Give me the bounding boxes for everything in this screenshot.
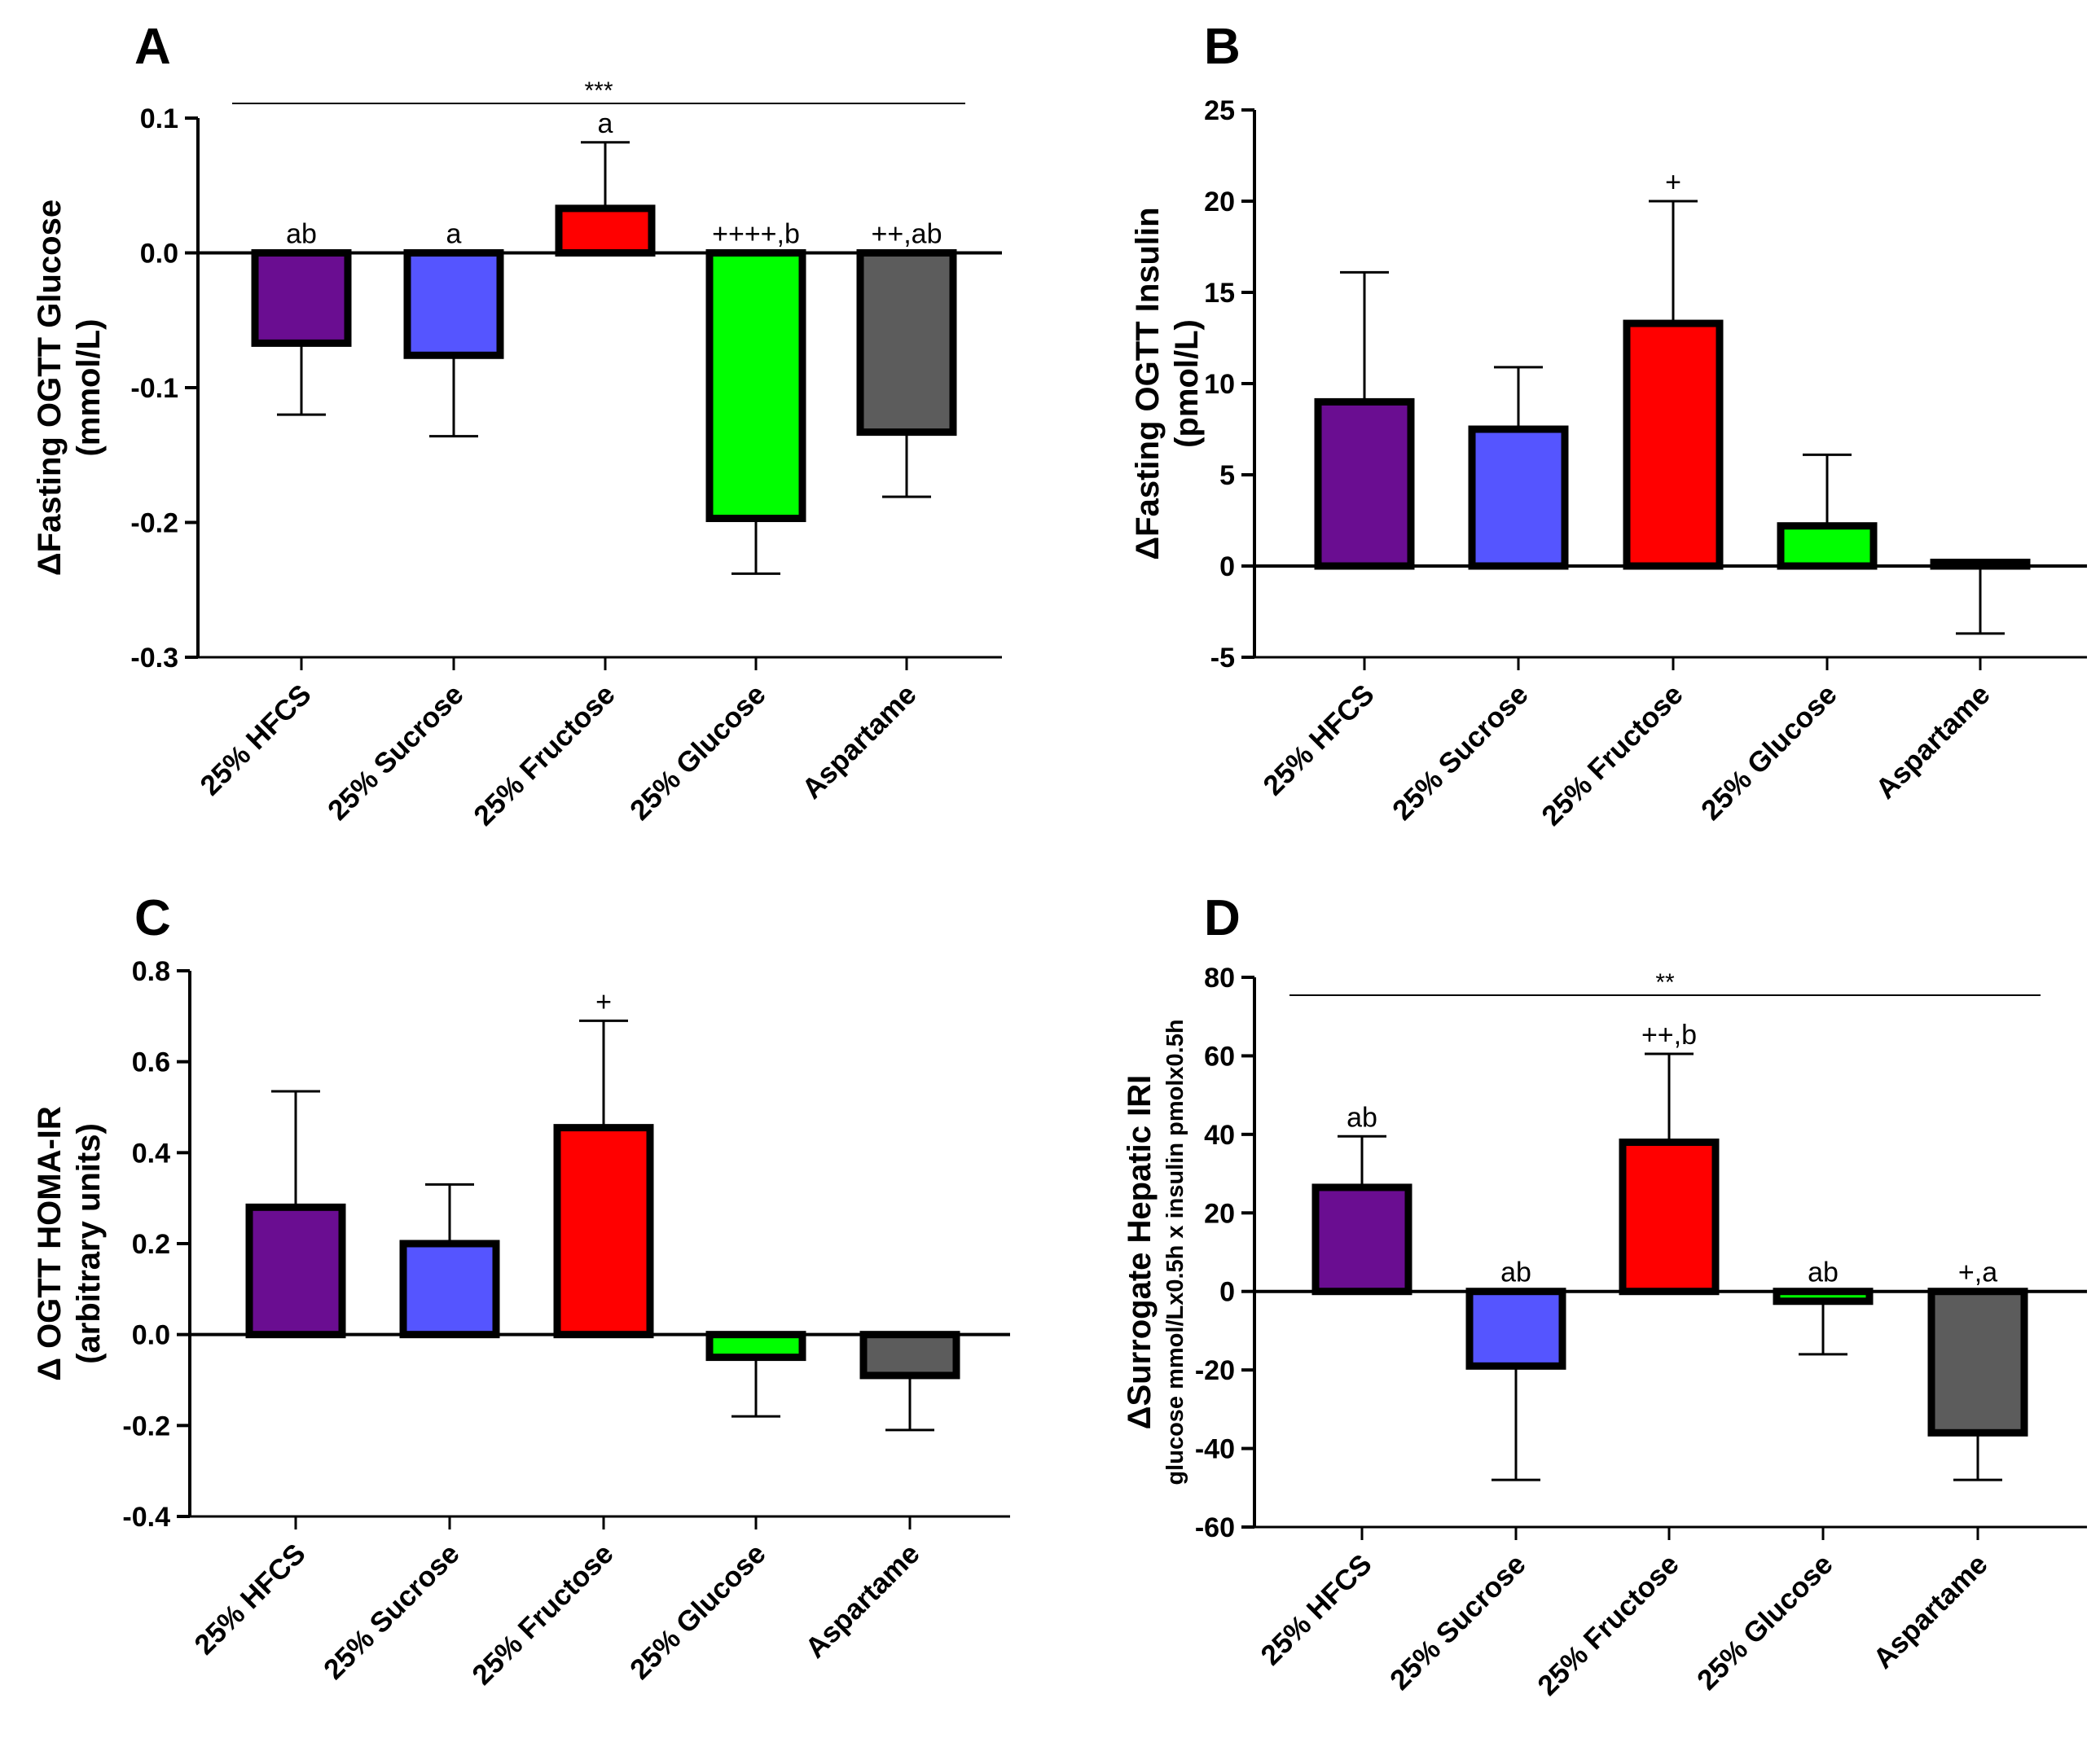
bar (1930, 559, 2031, 570)
y-tick-label: 60 (1204, 1041, 1235, 1072)
y-tick-label: -0.3 (130, 643, 178, 674)
x-tick-label: 25% HFCS (188, 1538, 311, 1661)
panel-c: C Δ OGTT HOMA-IR (arbitrary units) -0.4 -0.2… (32, 890, 1010, 1692)
y-tick-label: 0.0 (140, 239, 178, 270)
bar (1623, 319, 1724, 570)
y-tick-label: 10 (1204, 369, 1235, 400)
bar-annotation: ab (1347, 1102, 1377, 1133)
y-tick-label: 20 (1204, 1198, 1235, 1229)
bar (555, 204, 656, 257)
y-tick-label: -0.4 (122, 1502, 170, 1533)
bar (1468, 425, 1569, 570)
x-tick-label: 25% Fructose (466, 1538, 620, 1692)
bar-annotation: ++++,b (712, 219, 800, 250)
y-axis-title: ΔSurrogate Hepatic IRI (1122, 1075, 1158, 1430)
x-tick-label: 25% Fructose (468, 678, 622, 832)
y-tick-label: -0.2 (122, 1411, 170, 1442)
panel-a: A ΔFasting OGTT Glucose (mmol/L) -0.3 -0.2 -0… (32, 19, 1002, 832)
y-tick-label: -60 (1195, 1512, 1235, 1543)
bar (856, 249, 957, 437)
x-tick-label: 25% Fructose (1535, 678, 1689, 832)
bar (1465, 1288, 1566, 1370)
y-axis-title: ΔFasting OGTT Insulin (1130, 207, 1166, 560)
x-tick-label: 25% Glucose (1695, 678, 1843, 827)
bar (245, 1203, 346, 1339)
panel-letter: D (1204, 890, 1241, 946)
bar (553, 1124, 654, 1339)
y-tick-label: 0.4 (132, 1138, 170, 1169)
y-tick-label: 40 (1204, 1120, 1235, 1151)
y-axis-subtitle: glucose mmol/Lx0.5h x insulin pmolx0.5h (1162, 1019, 1188, 1485)
bar (1773, 1288, 1874, 1306)
y-tick-label: 15 (1204, 278, 1235, 309)
bar-annotation: + (595, 986, 612, 1017)
x-tick-label: 25% HFCS (1257, 678, 1380, 801)
bar (1311, 1183, 1412, 1296)
y-tick-label: 0.1 (140, 103, 178, 134)
y-axis-title: Δ OGTT HOMA-IR (32, 1106, 68, 1381)
x-tick-label: 25% Fructose (1531, 1548, 1685, 1702)
y-tick-label: 80 (1204, 963, 1235, 994)
x-tick-label: 25% Sucrose (1386, 678, 1535, 827)
x-tick-label: 25% Glucose (1691, 1548, 1839, 1696)
y-tick-label: -0.1 (130, 373, 178, 404)
x-tick-label: Aspartame (799, 1538, 926, 1665)
bar (403, 249, 504, 359)
y-tick-label: -5 (1210, 643, 1235, 674)
panel-d: D ΔSurrogate Hepatic IRI glucose mmol/Lx0.… (1122, 890, 2087, 1702)
bar (1927, 1288, 2028, 1437)
y-axis-subtitle: (arbitrary units) (71, 1123, 107, 1364)
bar (1777, 522, 1878, 570)
x-tick-label: 25% Glucose (624, 1538, 772, 1686)
y-tick-label: 20 (1204, 187, 1235, 217)
bar (399, 1240, 500, 1339)
bar (251, 249, 352, 347)
bar-annotation: ab (286, 219, 317, 250)
x-tick-label: 25% Sucrose (1384, 1548, 1532, 1696)
bar-annotation: a (446, 219, 462, 250)
y-tick-label: 0.2 (132, 1229, 170, 1260)
x-tick-label: Aspartame (1869, 678, 1997, 805)
y-tick-label: -0.2 (130, 508, 178, 539)
x-tick-label: 25% HFCS (1254, 1548, 1377, 1671)
bar-annotation: ++,b (1641, 1020, 1697, 1051)
bar (1314, 397, 1415, 570)
y-tick-label: -20 (1195, 1355, 1235, 1386)
y-axis-subtitle: (mmol/L) (71, 319, 107, 457)
x-tick-label: 25% HFCS (194, 678, 317, 801)
bar (705, 249, 806, 523)
x-tick-label: 25% Sucrose (322, 678, 470, 827)
y-tick-label: 0 (1219, 1277, 1235, 1308)
y-tick-label: 0.0 (132, 1320, 170, 1351)
panel-letter: C (134, 890, 171, 946)
x-tick-label: 25% Sucrose (318, 1538, 466, 1686)
x-tick-label: Aspartame (796, 678, 923, 805)
y-tick-label: 0 (1219, 551, 1235, 582)
bar-annotation: + (1665, 167, 1681, 198)
bar (859, 1331, 960, 1380)
panel-letter: A (134, 19, 171, 75)
significance-label: *** (584, 77, 613, 104)
bar (705, 1331, 806, 1362)
x-tick-label: Aspartame (1867, 1548, 1994, 1675)
panel-letter: B (1204, 19, 1241, 75)
x-tick-label: 25% Glucose (624, 678, 772, 827)
y-tick-label: 25 (1204, 95, 1235, 126)
significance-label: ** (1655, 969, 1675, 996)
y-axis-subtitle: (pmol/L) (1169, 319, 1205, 448)
bar-annotation: ab (1500, 1257, 1531, 1288)
bar (1619, 1139, 1720, 1296)
panel-b: B ΔFasting OGTT Insulin (pmol/L) -5 0 5 10 15 20… (1130, 19, 2087, 832)
y-tick-label: 0.8 (132, 956, 170, 987)
y-axis-title: ΔFasting OGTT Glucose (32, 200, 68, 576)
bar-annotation: ++,ab (872, 219, 942, 250)
y-tick-label: -40 (1195, 1434, 1235, 1465)
bar-annotation: ab (1808, 1257, 1839, 1288)
y-tick-label: 0.6 (132, 1047, 170, 1078)
bar-annotation: a (598, 108, 613, 139)
y-tick-label: 5 (1219, 460, 1235, 491)
bar-annotation: +,a (1958, 1257, 1997, 1288)
